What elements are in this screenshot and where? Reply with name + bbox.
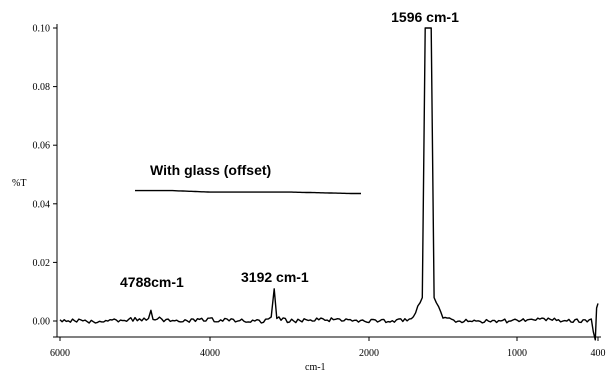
y-axis-label: %T: [12, 178, 26, 189]
glass-label: With glass (offset): [150, 162, 271, 178]
traces: [59, 27, 599, 341]
peak-label-3192: 3192 cm-1: [241, 269, 309, 285]
peak-label-4788: 4788cm-1: [120, 274, 184, 290]
x-tick-label: 1000: [507, 348, 527, 359]
x-tick-label: 400: [591, 348, 606, 359]
annotations: 1596 cm-1 With glass (offset) 4788cm-1 3192…: [120, 9, 459, 290]
y-tick-label: 0.08: [33, 82, 51, 93]
x-tick-label: 4000: [200, 348, 220, 359]
x-tick-label: 2000: [359, 348, 379, 359]
glass-offset-line: [135, 189, 361, 195]
axes: [53, 24, 601, 338]
y-tick-label: 0.02: [33, 258, 51, 269]
x-tick-label: 6000: [50, 348, 70, 359]
y-tick-label: 0.00: [33, 317, 51, 328]
x-axis-label: cm-1: [305, 362, 326, 373]
y-tick-label: 0.10: [33, 24, 51, 35]
peak-label-1596: 1596 cm-1: [391, 9, 459, 25]
ticks: 0.00 0.02 0.04 0.06 0.08 0.10 6000 4000 2000 1000…: [33, 24, 606, 360]
y-tick-label: 0.06: [33, 141, 51, 152]
y-tick-label: 0.04: [33, 199, 51, 210]
spectrum-line: [59, 27, 599, 341]
